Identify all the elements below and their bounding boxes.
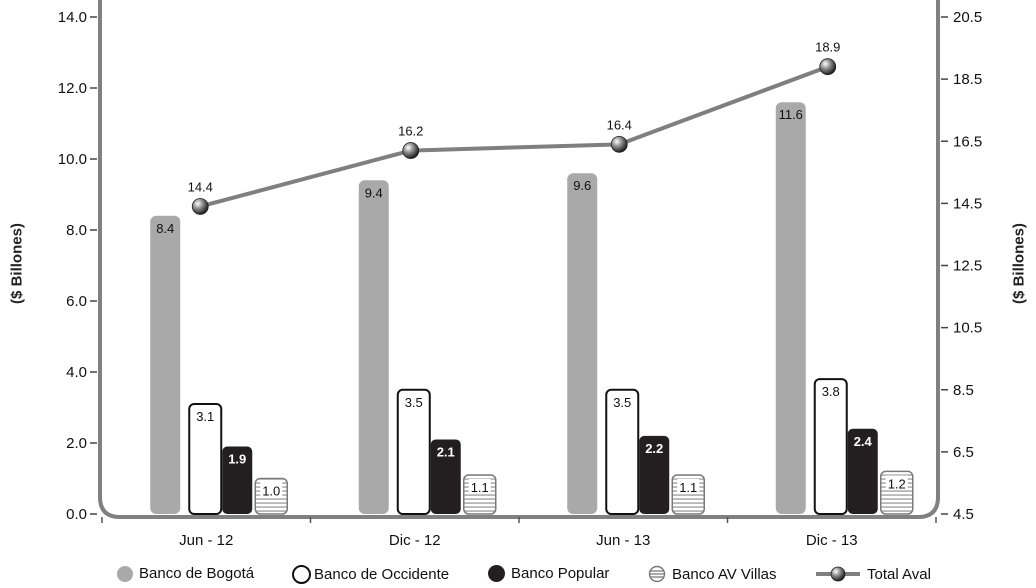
bar-data-label: 3.5 — [613, 395, 631, 410]
legend-label-occidente: Banco de Occidente — [314, 566, 450, 583]
bar-data-label: 9.4 — [365, 185, 383, 200]
bar-data-label: 1.9 — [228, 452, 246, 467]
x-tick-label: Dic - 13 — [806, 532, 858, 549]
bar-label-bg — [260, 482, 283, 497]
bar-occidente — [188, 402, 223, 516]
right-axis: 4.5 6.5 8.5 10.5 12.5 14.5 16.5 18.5 20.5 — [941, 9, 982, 523]
legend-striped-dot-icon — [648, 565, 666, 583]
legend-line-marker-icon — [816, 566, 860, 582]
right-tick-label: 16.5 — [953, 133, 982, 150]
legend-item-total: Total Aval — [815, 565, 931, 583]
chart-canvas: 0.0 2.0 4.0 6.0 8.0 10.0 12.0 14.0 4.5 6.5 8.5 10.… — [58, 0, 982, 549]
total-line-group: 14.4 16.2 16.4 18.9 — [188, 40, 840, 215]
right-tick-label: 12.5 — [953, 258, 982, 275]
bar-bogota — [567, 173, 598, 514]
bar-data-label: 11.6 — [779, 107, 803, 122]
bar-bogota — [150, 215, 181, 515]
y-axis-title-right: ($ Billones) — [1010, 223, 1028, 304]
right-tick-label: 18.5 — [953, 71, 982, 88]
legend-item-bogota: Banco de Bogotá — [117, 565, 254, 582]
bar-data-label: 1.0 — [262, 484, 280, 499]
plot-frame — [98, 0, 940, 519]
bar-popular — [639, 435, 670, 514]
right-tick-label: 4.5 — [953, 506, 974, 523]
bar-label-bg — [468, 478, 491, 493]
total-aval-data-label: 18.9 — [815, 40, 840, 55]
legend-item-occidente: Banco de Occidente — [292, 565, 449, 584]
legend-item-popular: Banco Popular — [488, 565, 609, 582]
left-tick-label: 14.0 — [58, 9, 87, 26]
left-tick-label: 10.0 — [58, 151, 87, 168]
bar-bogota — [358, 180, 389, 515]
bar-popular — [847, 428, 878, 514]
legend-gray-dot-icon — [117, 565, 133, 582]
bar-popular — [430, 439, 461, 514]
total-aval-data-label: 14.4 — [188, 179, 213, 194]
bar-data-label: 1.1 — [471, 480, 489, 495]
legend-item-avvillas: Banco AV Villas — [648, 565, 777, 583]
x-tick-label: Jun - 13 — [596, 532, 650, 549]
total-aval-point — [610, 135, 628, 153]
bar-data-label: 3.5 — [405, 395, 423, 410]
y-axis-title-left: ($ Billones) — [8, 223, 26, 304]
legend-label-popular: Banco Popular — [511, 565, 610, 582]
bar-label-bg — [885, 475, 908, 490]
bar-popular — [222, 446, 253, 514]
legend-white-dot-icon — [292, 565, 311, 584]
bar-data-label: 2.1 — [437, 444, 455, 459]
left-axis: 0.0 2.0 4.0 6.0 8.0 10.0 12.0 14.0 — [58, 9, 97, 523]
right-tick-label: 14.5 — [953, 195, 982, 212]
bar-bogota — [775, 102, 806, 514]
bar-data-label: 3.8 — [822, 384, 840, 399]
legend-label-total: Total Aval — [867, 565, 931, 583]
bar-data-label: 1.1 — [679, 480, 697, 495]
left-tick-label: 12.0 — [58, 80, 87, 97]
left-tick-label: 8.0 — [66, 222, 87, 239]
right-tick-label: 10.5 — [953, 320, 982, 337]
bar-data-label: 2.2 — [645, 441, 663, 456]
right-tick-label: 8.5 — [953, 382, 974, 399]
legend: Banco de Bogotá Banco de Occidente Banco… — [0, 565, 1036, 587]
bar-data-label: 9.6 — [573, 178, 591, 193]
legend-label-avvillas: Banco AV Villas — [672, 565, 777, 583]
bar-data-label: 3.1 — [196, 409, 214, 424]
bar-label-bg — [677, 478, 700, 493]
total-aval-line — [199, 64, 829, 209]
total-aval-point — [819, 58, 837, 76]
total-aval-point — [402, 142, 420, 159]
left-tick-label: 2.0 — [66, 435, 87, 452]
bar-occidente — [605, 388, 640, 515]
bar-occidente — [813, 378, 848, 515]
left-tick-label: 6.0 — [66, 293, 87, 310]
total-aval-data-label: 16.2 — [398, 124, 423, 139]
left-tick-label: 4.0 — [66, 364, 87, 381]
x-tick-label: Dic - 12 — [389, 532, 441, 549]
right-tick-label: 20.5 — [953, 9, 982, 26]
bar-data-label: 1.2 — [888, 476, 906, 491]
left-tick-label: 0.0 — [66, 506, 87, 523]
bar-occidente — [396, 388, 431, 515]
x-tick-label: Jun - 12 — [179, 532, 233, 549]
total-aval-point — [191, 198, 209, 215]
bar-data-label: 8.4 — [156, 221, 174, 236]
legend-black-dot-icon — [488, 565, 505, 582]
right-tick-label: 6.5 — [953, 444, 974, 461]
total-aval-data-label: 16.4 — [607, 117, 632, 132]
bar-data-label: 2.4 — [854, 434, 873, 449]
bars-group: 8.4 9.4 9.6 11.6 3.1 3.5 3.5 3.8 1.9 2.1 2.2 2.4 1.0… — [150, 102, 914, 516]
legend-label-bogota: Banco de Bogotá — [139, 565, 255, 582]
x-axis: Jun - 12 Dic - 12 Jun - 13 Dic - 13 — [101, 517, 937, 549]
